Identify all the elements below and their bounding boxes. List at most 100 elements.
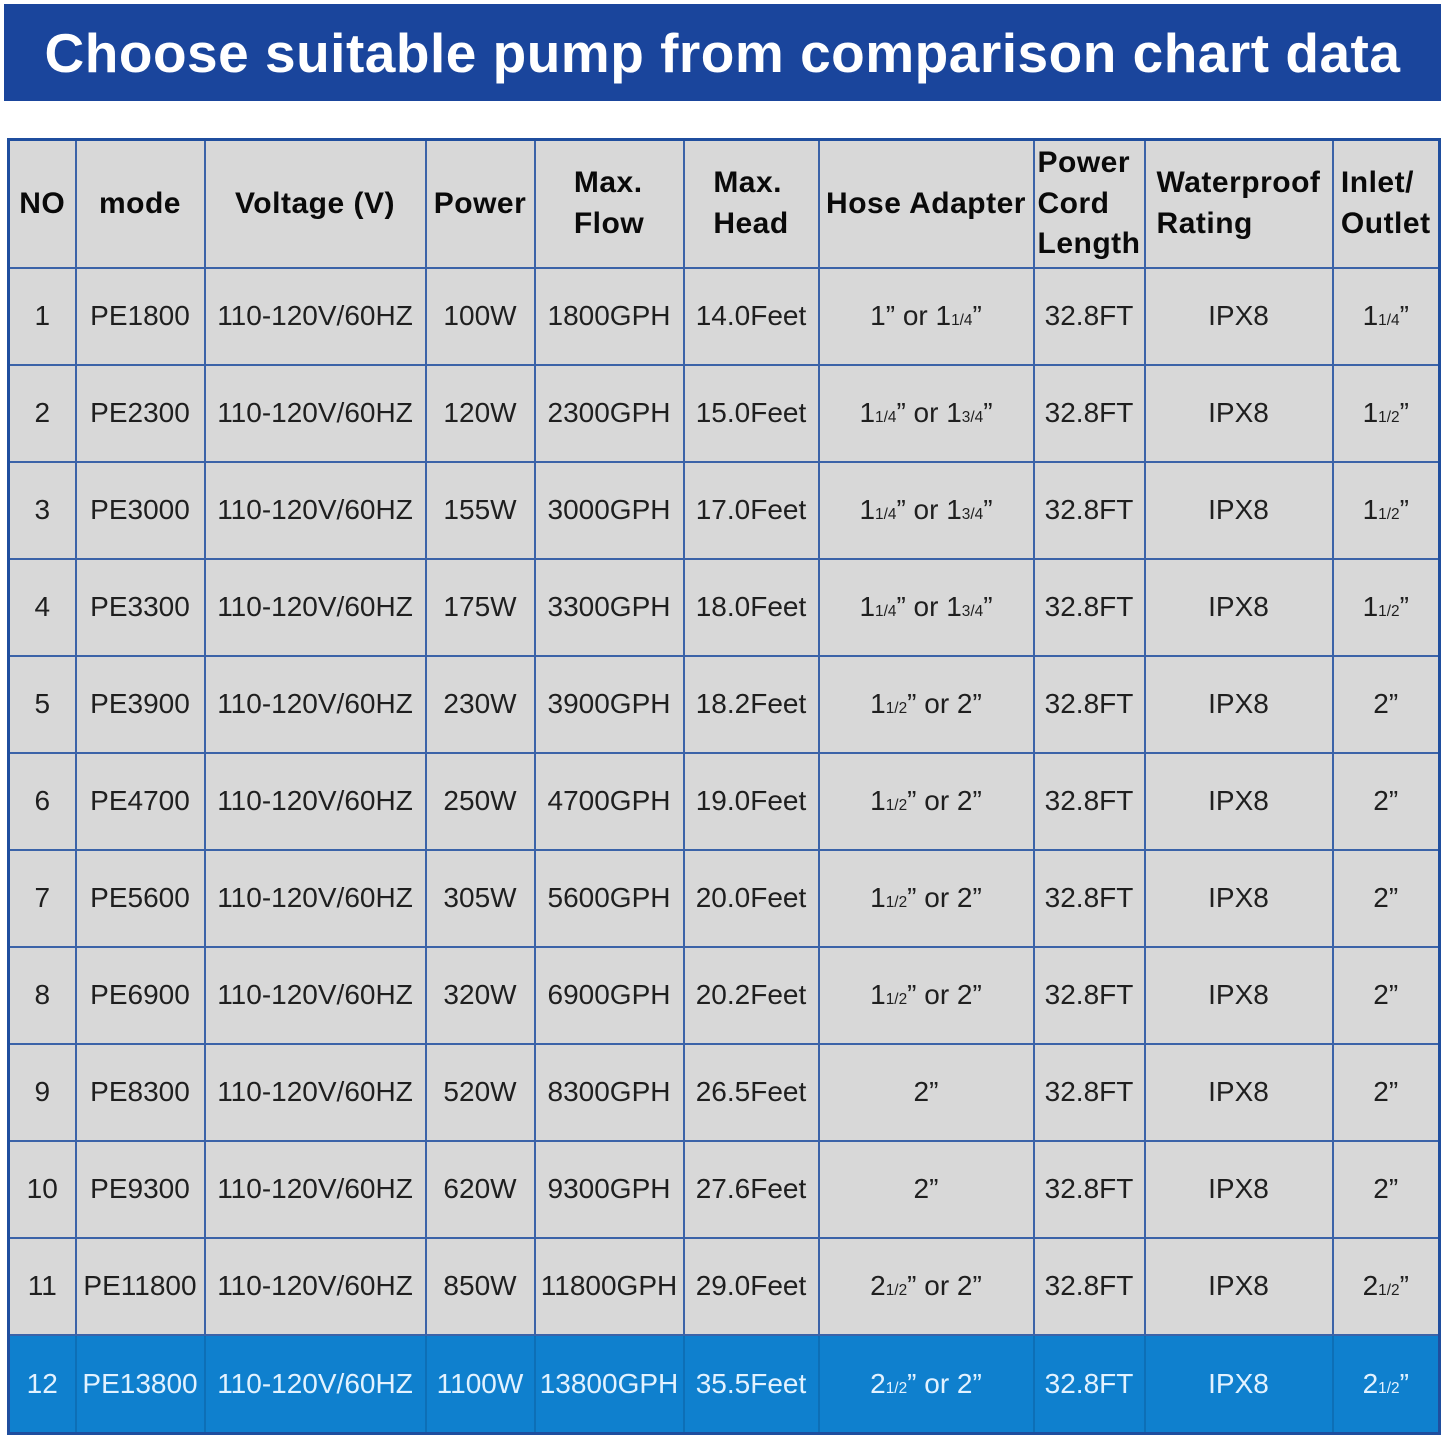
column-header-hose: Hose Adapter [817,138,1035,269]
column-header-flow: Max. Flow [533,138,685,269]
cell-head: 20.2Feet [682,945,820,1045]
cell-power: 305W [424,848,536,948]
column-header-cord: Power Cord Length [1032,138,1146,269]
cell-mode: PE3000 [74,460,206,560]
cell-power: 620W [424,1139,536,1239]
cell-hose: 21/2” or 2” [817,1333,1035,1435]
cell-mode: PE1800 [74,266,206,366]
cell-cord: 32.8FT [1032,1236,1146,1336]
cell-head: 18.0Feet [682,557,820,657]
column-header-label: Inlet/ Outlet [1340,166,1431,240]
cell-no: 7 [7,848,77,948]
cell-flow: 6900GPH [533,945,685,1045]
table-row-12: 12 PE13800 110-120V/60HZ 1100W 13800GPH 35.5F… [7,1333,1441,1435]
cell-power: 850W [424,1236,536,1336]
column-header-voltage: Voltage (V) [203,138,427,269]
cell-inlet: 2” [1331,1139,1441,1239]
cell-voltage: 110-120V/60HZ [203,1139,427,1239]
cell-no: 5 [7,654,77,754]
cell-mode: PE3900 [74,654,206,754]
cell-waterproof: IPX8 [1143,945,1334,1045]
cell-flow: 1800GPH [533,266,685,366]
cell-flow: 5600GPH [533,848,685,948]
cell-inlet: 21/2” [1331,1236,1441,1336]
cell-flow: 2300GPH [533,363,685,463]
column-header-label: Waterproof Rating [1156,166,1321,240]
fraction: 1/4 [875,409,897,426]
cell-power: 250W [424,751,536,851]
cell-hose: 11/4” or 13/4” [817,363,1035,463]
cell-power: 155W [424,460,536,560]
column-header-label: Power Cord Length [1037,146,1141,260]
cell-no: 12 [7,1333,77,1435]
cell-head: 19.0Feet [682,751,820,851]
cell-voltage: 110-120V/60HZ [203,266,427,366]
cell-cord: 32.8FT [1032,848,1146,948]
column-header-label: NO [19,186,66,220]
cell-waterproof: IPX8 [1143,654,1334,754]
cell-head: 20.0Feet [682,848,820,948]
cell-waterproof: IPX8 [1143,1042,1334,1142]
cell-cord: 32.8FT [1032,460,1146,560]
cell-power: 520W [424,1042,536,1142]
fraction: 1/2 [885,1282,908,1299]
cell-mode: PE5600 [74,848,206,948]
cell-voltage: 110-120V/60HZ [203,848,427,948]
cell-no: 1 [7,266,77,366]
cell-power: 100W [424,266,536,366]
cell-flow: 4700GPH [533,751,685,851]
cell-cord: 32.8FT [1032,1139,1146,1239]
table-header-row: NO mode Voltage (V) Power Max. Flow Max. Head… [7,138,1441,269]
table-row-9: 9 PE8300 110-120V/60HZ 520W 8300GPH 26.5Feet 2… [7,1042,1441,1142]
fraction: 1/2 [1378,506,1400,523]
cell-no: 6 [7,751,77,851]
cell-voltage: 110-120V/60HZ [203,751,427,851]
cell-hose: 11/4” or 13/4” [817,557,1035,657]
cell-hose: 21/2” or 2” [817,1236,1035,1336]
cell-inlet: 11/2” [1331,460,1441,560]
cell-inlet: 2” [1331,945,1441,1045]
column-header-label: Max. Flow [573,166,645,240]
table-row-10: 10 PE9300 110-120V/60HZ 620W 9300GPH 27.6Feet… [7,1139,1441,1239]
table-row-11: 11 PE11800 110-120V/60HZ 850W 11800GPH 29.0Fe… [7,1236,1441,1336]
cell-waterproof: IPX8 [1143,1236,1334,1336]
cell-hose: 11/2” or 2” [817,751,1035,851]
cell-inlet: 2” [1331,848,1441,948]
cell-waterproof: IPX8 [1143,1139,1334,1239]
table-row-3: 3 PE3000 110-120V/60HZ 155W 3000GPH 17.0Feet 1… [7,460,1441,560]
cell-waterproof: IPX8 [1143,266,1334,366]
cell-hose: 11/4” or 13/4” [817,460,1035,560]
table-row-1: 1 PE1800 110-120V/60HZ 100W 1800GPH 14.0Feet 1… [7,266,1441,366]
fraction: 1/2 [885,700,908,717]
cell-mode: PE13800 [74,1333,206,1435]
fraction: 3/4 [961,506,984,523]
cell-no: 8 [7,945,77,1045]
cell-flow: 11800GPH [533,1236,685,1336]
cell-flow: 8300GPH [533,1042,685,1142]
banner: Choose suitable pump from comparison cha… [4,4,1441,101]
cell-voltage: 110-120V/60HZ [203,557,427,657]
cell-waterproof: IPX8 [1143,557,1334,657]
column-header-label: Max. Head [713,166,789,240]
cell-mode: PE9300 [74,1139,206,1239]
cell-no: 4 [7,557,77,657]
column-header-mode: mode [74,138,206,269]
cell-cord: 32.8FT [1032,751,1146,851]
cell-hose: 11/2” or 2” [817,654,1035,754]
cell-power: 230W [424,654,536,754]
cell-waterproof: IPX8 [1143,1333,1334,1435]
cell-power: 120W [424,363,536,463]
column-header-inlet: Inlet/ Outlet [1331,138,1441,269]
cell-mode: PE2300 [74,363,206,463]
cell-mode: PE6900 [74,945,206,1045]
column-header-no: NO [7,138,77,269]
cell-mode: PE8300 [74,1042,206,1142]
cell-voltage: 110-120V/60HZ [203,945,427,1045]
fraction: 1/4 [875,506,897,523]
cell-cord: 32.8FT [1032,1333,1146,1435]
table-row-4: 4 PE3300 110-120V/60HZ 175W 3300GPH 18.0Feet 1… [7,557,1441,657]
cell-inlet: 2” [1331,1042,1441,1142]
table-row-8: 8 PE6900 110-120V/60HZ 320W 6900GPH 20.2Feet 1… [7,945,1441,1045]
cell-inlet: 11/2” [1331,557,1441,657]
cell-head: 35.5Feet [682,1333,820,1435]
